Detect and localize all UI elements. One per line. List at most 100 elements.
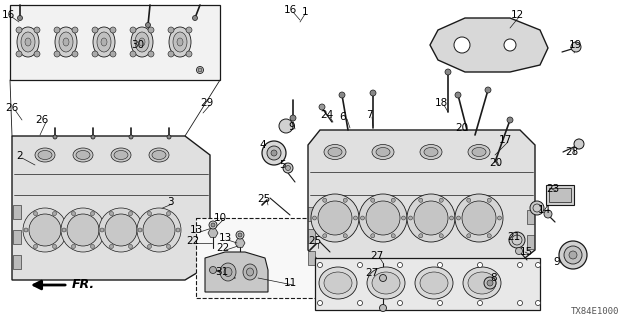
Ellipse shape: [101, 38, 107, 46]
Text: 25: 25: [257, 194, 271, 204]
Circle shape: [449, 216, 454, 220]
Circle shape: [290, 115, 296, 121]
Circle shape: [209, 221, 217, 229]
Circle shape: [438, 262, 442, 268]
Circle shape: [33, 212, 38, 216]
Circle shape: [99, 208, 143, 252]
Text: 28: 28: [565, 147, 579, 157]
Circle shape: [130, 27, 136, 33]
Text: 17: 17: [499, 135, 511, 145]
Circle shape: [168, 27, 174, 33]
Text: 21: 21: [508, 232, 520, 242]
Circle shape: [397, 262, 403, 268]
Ellipse shape: [420, 272, 448, 294]
Circle shape: [62, 228, 66, 232]
Circle shape: [166, 244, 170, 248]
Ellipse shape: [177, 38, 183, 46]
Bar: [546, 185, 574, 205]
Text: 9: 9: [554, 257, 560, 267]
Circle shape: [339, 92, 345, 98]
Bar: [13, 255, 21, 269]
Circle shape: [574, 139, 584, 149]
Circle shape: [366, 201, 400, 235]
Circle shape: [371, 234, 375, 238]
Text: 12: 12: [510, 10, 524, 20]
Text: FR.: FR.: [72, 278, 95, 292]
Circle shape: [484, 277, 496, 289]
Text: 13: 13: [218, 233, 232, 243]
Ellipse shape: [224, 268, 232, 276]
Circle shape: [129, 135, 133, 139]
Circle shape: [23, 208, 67, 252]
Circle shape: [455, 194, 503, 242]
Ellipse shape: [93, 27, 115, 57]
Ellipse shape: [468, 272, 496, 294]
Circle shape: [455, 92, 461, 98]
Circle shape: [29, 214, 61, 246]
Circle shape: [167, 135, 171, 139]
Circle shape: [138, 228, 142, 232]
Circle shape: [129, 244, 132, 248]
Circle shape: [166, 212, 170, 216]
Bar: [196, 218, 326, 298]
Ellipse shape: [376, 148, 390, 156]
Text: 23: 23: [547, 184, 559, 194]
Circle shape: [397, 300, 403, 306]
Circle shape: [16, 27, 22, 33]
Ellipse shape: [149, 148, 169, 162]
Circle shape: [34, 51, 40, 57]
Circle shape: [323, 198, 327, 202]
Text: 6: 6: [340, 112, 346, 122]
Circle shape: [52, 212, 56, 216]
Circle shape: [439, 234, 444, 238]
Bar: [527, 210, 534, 224]
Circle shape: [571, 42, 581, 52]
Text: 10: 10: [213, 213, 227, 223]
Circle shape: [370, 90, 376, 96]
Ellipse shape: [246, 268, 253, 276]
Ellipse shape: [76, 150, 90, 159]
Text: 29: 29: [200, 98, 214, 108]
Ellipse shape: [17, 27, 39, 57]
Circle shape: [198, 68, 202, 72]
Circle shape: [518, 262, 522, 268]
Circle shape: [569, 251, 577, 259]
Ellipse shape: [324, 145, 346, 159]
Circle shape: [109, 212, 113, 216]
Circle shape: [52, 244, 56, 248]
Bar: [549, 188, 571, 202]
Circle shape: [419, 234, 423, 238]
Circle shape: [312, 216, 317, 220]
Circle shape: [72, 51, 78, 57]
Circle shape: [564, 246, 582, 264]
Circle shape: [279, 119, 293, 133]
Ellipse shape: [415, 267, 453, 299]
Ellipse shape: [472, 148, 486, 156]
Circle shape: [414, 201, 448, 235]
Circle shape: [168, 51, 174, 57]
Circle shape: [319, 104, 325, 110]
Circle shape: [419, 198, 423, 202]
Text: 7: 7: [365, 110, 372, 120]
Text: 13: 13: [189, 225, 203, 235]
Polygon shape: [12, 136, 210, 280]
Circle shape: [391, 234, 396, 238]
Circle shape: [504, 39, 516, 51]
Circle shape: [487, 280, 493, 286]
Circle shape: [62, 228, 66, 232]
Circle shape: [401, 216, 406, 220]
Circle shape: [92, 51, 98, 57]
Circle shape: [438, 300, 442, 306]
Polygon shape: [205, 252, 268, 292]
Circle shape: [145, 22, 150, 28]
Circle shape: [285, 165, 291, 171]
Circle shape: [380, 305, 387, 311]
Circle shape: [353, 216, 358, 220]
Ellipse shape: [173, 32, 187, 52]
Bar: [308, 207, 315, 221]
Text: 31: 31: [216, 267, 228, 277]
Circle shape: [360, 216, 365, 220]
Circle shape: [137, 208, 181, 252]
Circle shape: [323, 234, 327, 238]
Circle shape: [186, 27, 192, 33]
